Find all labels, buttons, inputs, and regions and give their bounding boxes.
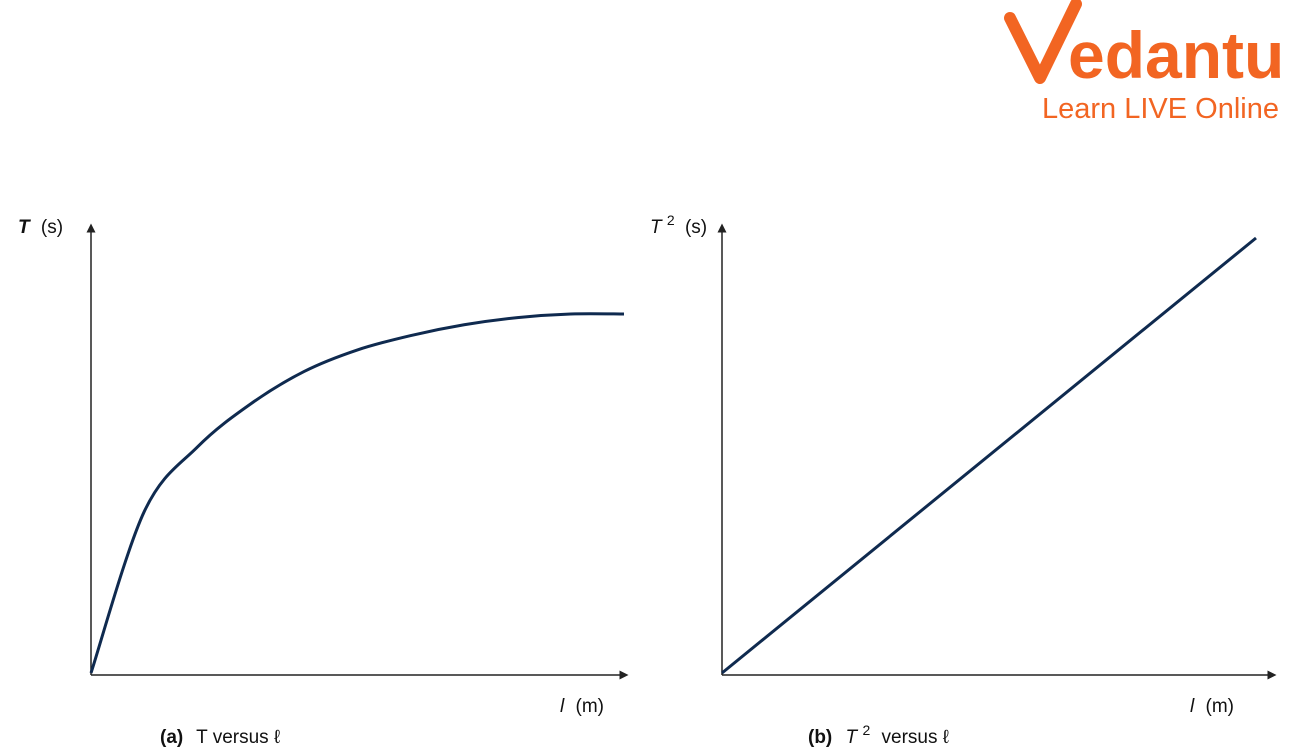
chart-b-y-label-sup: 2 <box>667 212 675 228</box>
chart-a-x-label: l (m) <box>560 696 604 717</box>
vedantu-logo: edantu Learn LIVE Online <box>1004 0 1284 125</box>
vedantu-logo-mark <box>1004 0 1082 84</box>
chart-a-y-label: T (s) <box>18 217 63 238</box>
chart-b-x-label-unit: (m) <box>1206 696 1234 717</box>
vedantu-logo-wordmark: edantu <box>1068 18 1284 92</box>
chart-b-caption-sup: 2 <box>862 722 870 738</box>
chart-b-caption-rest: versus ℓ <box>882 727 949 748</box>
chart-a-x-label-unit: (m) <box>576 696 604 717</box>
chart-b-y-label: T 2 (s) <box>650 209 707 238</box>
chart-b-caption-T: T <box>846 727 859 748</box>
chart-a: T (s) l (m) (a) T versus ℓ <box>18 217 629 748</box>
chart-b-x-label-main: l <box>1190 696 1195 717</box>
chart-b-x-label: l (m) <box>1190 696 1234 717</box>
chart-a-x-label-main: l <box>560 696 565 717</box>
chart-a-y-label-main: T <box>18 217 31 238</box>
chart-b-y-label-main: T <box>650 217 663 238</box>
chart-a-y-label-unit: (s) <box>41 217 63 238</box>
chart-b-y-label-unit: (s) <box>685 217 707 238</box>
chart-b: T 2 (s) l (m) (b) T 2 versus ℓ <box>650 209 1277 748</box>
chart-a-caption-rest: T versus ℓ <box>196 727 280 748</box>
chart-b-curve <box>721 236 1257 675</box>
chart-a-curve <box>89 312 625 674</box>
chart-a-caption: (a) T versus ℓ <box>160 727 280 748</box>
chart-b-caption-tag: (b) <box>808 727 832 748</box>
chart-a-caption-tag: (a) <box>160 727 183 748</box>
brand-tagline: Learn LIVE Online <box>1042 93 1279 125</box>
chart-b-caption: (b) T 2 versus ℓ <box>808 719 949 748</box>
